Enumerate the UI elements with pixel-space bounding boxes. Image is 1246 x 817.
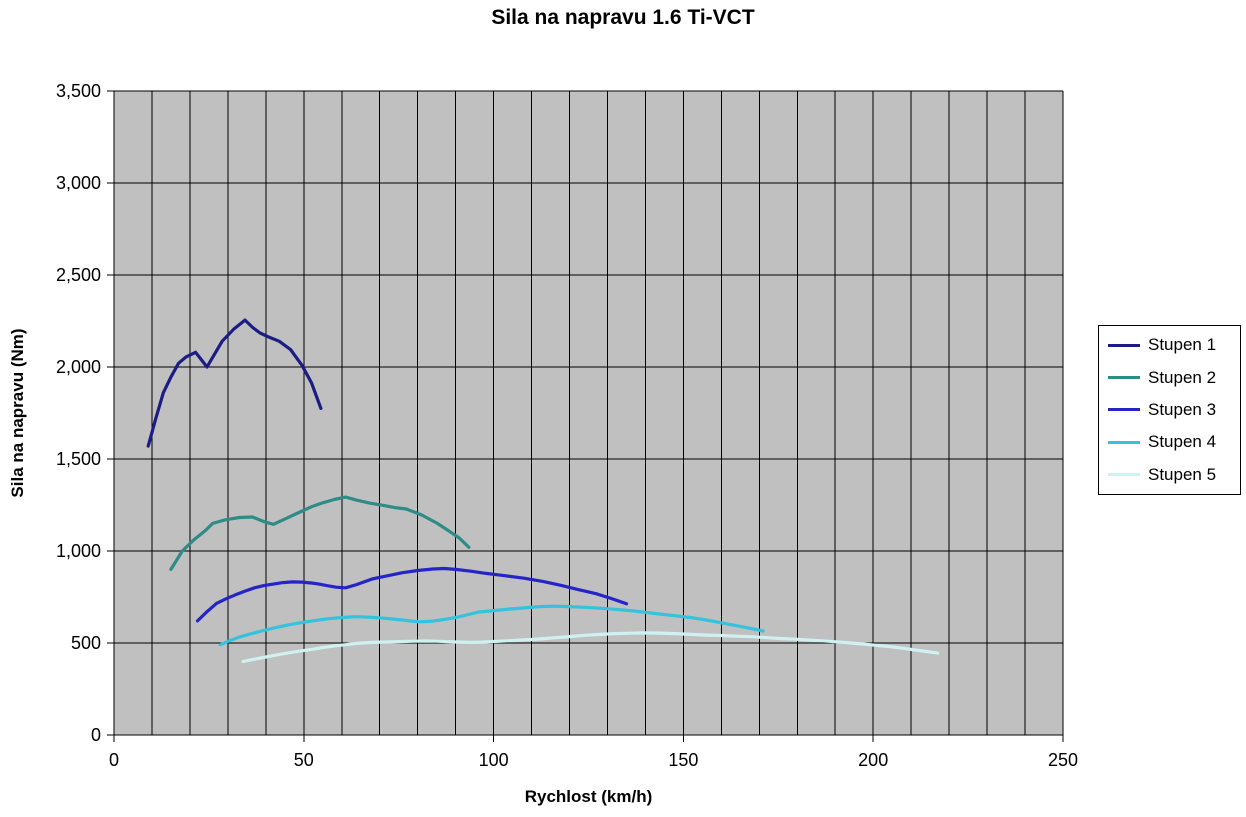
series-line-stupen-4 bbox=[218, 604, 765, 647]
x-axis-title: Rychlost (km/h) bbox=[524, 787, 653, 806]
legend-line-stupen-2 bbox=[1108, 376, 1140, 380]
y-tick-labels: 0 500 1,000 1,500 2,000 2,500 3,000 3,500 bbox=[56, 81, 101, 745]
series-line-stupen-5 bbox=[241, 631, 940, 664]
x-tick-label: 150 bbox=[668, 750, 698, 770]
x-tick-label: 0 bbox=[109, 750, 119, 770]
y-tick-label: 0 bbox=[91, 725, 101, 745]
plot-background bbox=[114, 91, 1063, 735]
y-tick-label: 500 bbox=[71, 633, 101, 653]
series-line-stupen-2 bbox=[169, 495, 471, 572]
legend-label-stupen-5: Stupen 5 bbox=[1148, 464, 1217, 484]
x-tick-label: 200 bbox=[858, 750, 888, 770]
y-tick-label: 3,000 bbox=[56, 173, 101, 193]
legend-item-stupen-3: Stupen 3 bbox=[1099, 400, 1240, 420]
legend-item-stupen-1: Stupen 1 bbox=[1099, 335, 1240, 355]
legend-line-stupen-3 bbox=[1108, 408, 1140, 412]
series-line-stupen-1 bbox=[146, 318, 323, 448]
legend-line-stupen-1 bbox=[1108, 343, 1140, 347]
y-tick-label: 1,500 bbox=[56, 449, 101, 469]
x-tick-label: 50 bbox=[294, 750, 314, 770]
legend-line-stupen-5 bbox=[1108, 473, 1140, 477]
legend-item-stupen-5: Stupen 5 bbox=[1099, 465, 1240, 485]
legend-label-stupen-1: Stupen 1 bbox=[1148, 335, 1217, 355]
y-tick-label: 1,000 bbox=[56, 541, 101, 561]
x-tick-label: 100 bbox=[479, 750, 509, 770]
legend-line-stupen-4 bbox=[1108, 440, 1140, 444]
legend-label-stupen-4: Stupen 4 bbox=[1148, 432, 1217, 452]
legend-label-stupen-3: Stupen 3 bbox=[1148, 399, 1217, 419]
y-tick-label: 2,000 bbox=[56, 357, 101, 377]
series-line-stupen-3 bbox=[195, 566, 629, 623]
legend: Stupen 1 Stupen 2 Stupen 3 Stupen 4 Stup… bbox=[1098, 325, 1241, 495]
x-tick-labels: 0 50 100 150 200 250 bbox=[109, 750, 1078, 770]
legend-item-stupen-2: Stupen 2 bbox=[1099, 368, 1240, 388]
x-tick-label: 250 bbox=[1048, 750, 1078, 770]
y-tick-label: 3,500 bbox=[56, 81, 101, 101]
y-tick-label: 2,500 bbox=[56, 265, 101, 285]
legend-label-stupen-2: Stupen 2 bbox=[1148, 367, 1217, 387]
chart-title: Sila na napravu 1.6 Ti-VCT bbox=[491, 6, 755, 29]
gridlines bbox=[113, 90, 1064, 736]
axis-ticks bbox=[107, 90, 1064, 742]
legend-item-stupen-4: Stupen 4 bbox=[1099, 432, 1240, 452]
